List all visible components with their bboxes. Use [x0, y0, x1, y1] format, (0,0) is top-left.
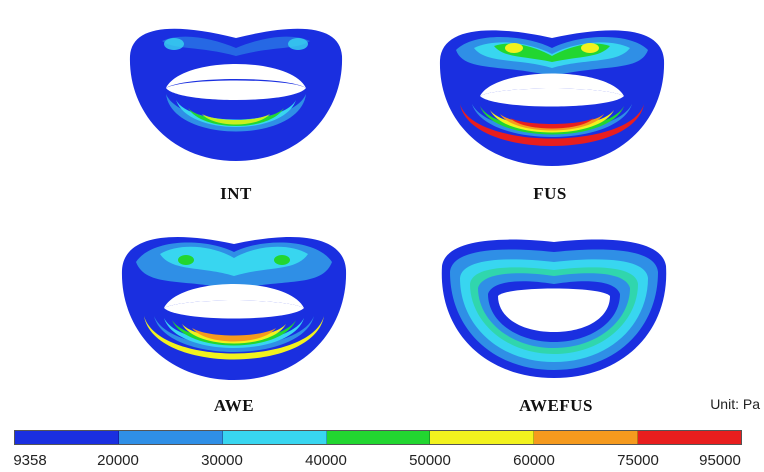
colorbar-segment — [430, 431, 535, 444]
colorbar-tick-label: 95000 — [699, 452, 741, 469]
panel-awe — [116, 226, 352, 386]
colorbar-segment — [638, 431, 742, 444]
colorbar-tick-label: 9358 — [13, 452, 47, 469]
stress-map-fus — [439, 30, 665, 166]
colorbar-tick-label: 50000 — [409, 452, 451, 469]
colorbar-tick-label: 40000 — [305, 452, 347, 469]
colorbar-segment — [534, 431, 639, 444]
panel-label-awe: AWE — [213, 396, 255, 415]
colorbar-tick-label: 30000 — [201, 452, 243, 469]
colorbar-tick-labels: 9358 20000 30000 40000 50000 60000 75000 95000 — [0, 452, 764, 472]
colorbar-segment — [222, 431, 327, 444]
colorbar-segment — [118, 431, 223, 444]
colorbar — [14, 430, 742, 445]
stress-map-int — [129, 28, 343, 161]
colorbar-tick-label: 60000 — [513, 452, 555, 469]
panel-fus — [434, 20, 670, 170]
stress-map-awe — [121, 236, 347, 380]
colorbar-tick-label: 75000 — [617, 452, 659, 469]
panel-label-awefus: AWEFUS — [519, 396, 593, 415]
panel-int — [122, 16, 350, 166]
stress-map-awefus — [441, 239, 667, 378]
panel-awefus — [436, 232, 672, 382]
colorbar-segment — [15, 431, 119, 444]
colorbar-tick-label: 20000 — [97, 452, 139, 469]
colorbar-segment — [326, 431, 431, 444]
panel-label-int: INT — [220, 184, 252, 203]
panel-label-fus: FUS — [533, 184, 567, 203]
unit-label: Unit: Pa — [710, 396, 760, 412]
